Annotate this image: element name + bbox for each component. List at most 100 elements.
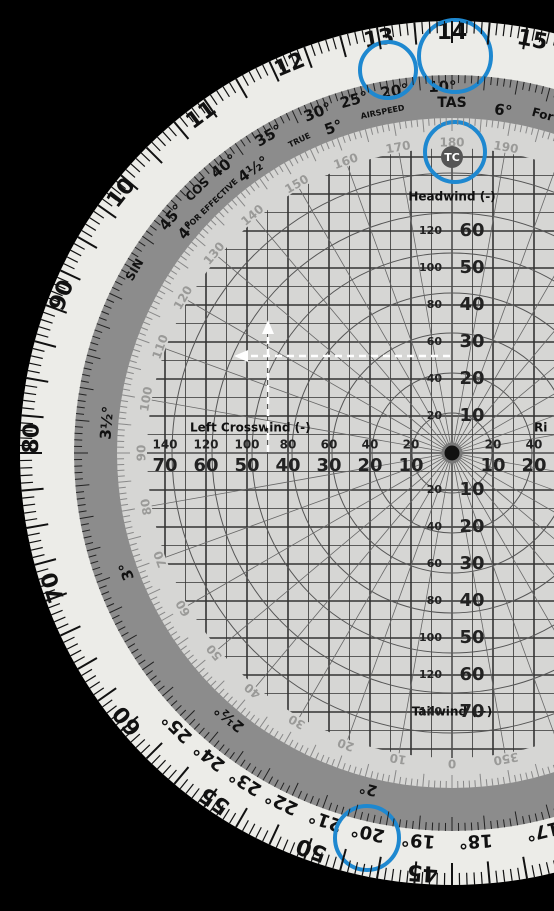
compass-tick [129,542,137,546]
compass-tick [320,144,325,152]
compass-tick [128,535,142,541]
compass-tick [195,659,206,669]
ring-tick [274,779,279,787]
compass-tick [348,764,352,772]
scale-tick [102,198,113,207]
ring-tick [279,782,285,791]
scale-tick [38,326,51,331]
ring-tick [534,84,538,93]
scale-tick [268,824,280,845]
highlight [417,18,493,94]
compass-tick [214,215,225,226]
ring-tick [477,75,479,84]
compass-tick [231,700,238,707]
ring-tick [411,77,414,86]
compass-tick [284,162,292,175]
compass-tick [294,742,299,750]
compass-tick [148,588,161,596]
scale-tick [203,98,218,118]
scale-tick [162,764,172,775]
scale-tick [145,742,163,760]
compass-tick [479,773,482,787]
scale-tick [191,107,200,118]
ring-tick [328,802,333,811]
ring-tick [425,822,427,831]
scale-tick [125,169,136,178]
scale-tick [26,376,49,383]
scale-tick [398,869,402,882]
scale-tick [30,546,43,551]
scale-tick [51,290,63,297]
scale-tick [354,862,359,875]
compass-tick [519,125,523,133]
compass-tick [122,508,135,512]
compass-tick [187,654,194,660]
scale-tick [339,848,347,871]
ring-tick [291,110,299,124]
compass-tick [359,768,363,776]
scale-tick [517,26,521,39]
compass-tick [124,382,132,386]
ring-tick [79,515,94,520]
scale-tick [120,715,139,732]
scale-tick [275,836,282,848]
scale-tick [486,861,491,884]
small-speed-label: 60 [427,557,443,570]
small-speed-label: 60 [321,438,338,452]
small-speed-label: 40 [526,438,543,452]
ring-tick [184,710,195,721]
small-speed-label: 120 [419,668,442,681]
scale-tick [43,311,56,317]
scale-tick [413,861,418,884]
scale-tick [255,826,262,839]
compass-tick [399,776,402,784]
compass-tick [137,337,150,344]
compass-tick [315,146,320,154]
compass-label: 190 [492,138,519,156]
compass-tick [497,121,500,129]
compass-tick [210,680,217,687]
compass-tick [507,123,511,136]
ring-tick [157,214,165,221]
ring-tick [92,566,101,571]
compass-tick [177,637,189,646]
ring-tick [341,91,345,100]
compass-tick [491,120,494,128]
highlight-circles [333,18,493,872]
small-speed-label: 20 [485,438,502,452]
small-speed-label: 20 [403,438,420,452]
small-speed-label: 40 [362,438,379,452]
scale-tick [135,157,146,167]
scale-tick [145,146,163,164]
compass-tick [123,515,131,518]
scale-tick [179,779,189,790]
ring-tick [309,795,314,804]
scale-tick [51,609,63,616]
compass-tick [264,174,269,182]
compass-tick [236,699,246,710]
scale-tick [538,30,543,43]
scale-tick [54,283,66,290]
ring-tick [189,180,196,188]
right-crosswind-label: Ri [534,421,547,435]
speed-label: 20 [459,516,484,537]
compass-tick [170,631,178,636]
scale-tick [24,392,37,396]
scale-tick [242,74,249,86]
compass-tick [410,778,413,786]
ring-tick [234,750,244,763]
compass-tick [128,365,142,371]
ring-tick [193,723,201,730]
compass-tick [218,211,225,218]
drift-arrows [246,332,450,452]
scale-tick [70,649,82,657]
scale-tick [38,575,51,580]
tc-marker [441,146,463,168]
ring-tick [545,804,551,819]
scale-tick [339,35,347,58]
compass-tick [245,711,251,718]
scale-tick [36,333,49,338]
scale-tick [24,510,37,514]
ring-tick [229,146,235,154]
ring-tick [522,81,525,90]
